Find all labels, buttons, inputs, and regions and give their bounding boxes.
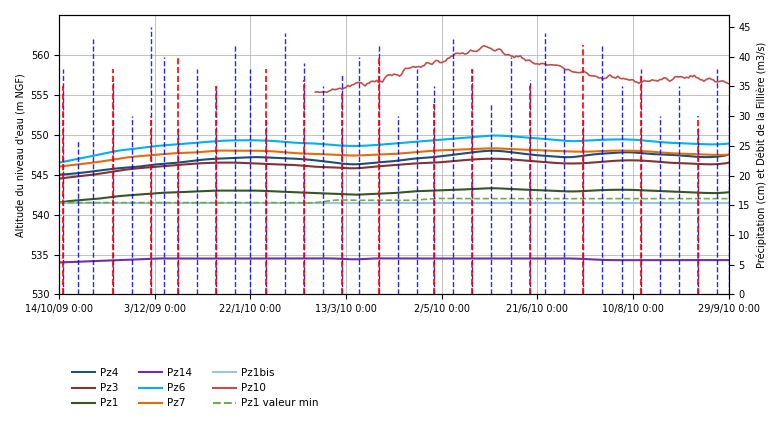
Legend: Pz4, Pz3, Pz1, Pz14, Pz6, Pz7, Pz1bis, Pz10, Pz1 valeur min: Pz4, Pz3, Pz1, Pz14, Pz6, Pz7, Pz1bis, P… <box>68 364 323 413</box>
Y-axis label: Altitude du niveau d'eau (m NGF): Altitude du niveau d'eau (m NGF) <box>15 73 25 237</box>
Legend: Débit de la Fillière à Argonay, Précipitation: Débit de la Fillière à Argonay, Précipit… <box>68 419 369 422</box>
Y-axis label: Précipitation (cm) et Débit de la Fillière (m3/s): Précipitation (cm) et Débit de la Filliè… <box>756 42 767 268</box>
